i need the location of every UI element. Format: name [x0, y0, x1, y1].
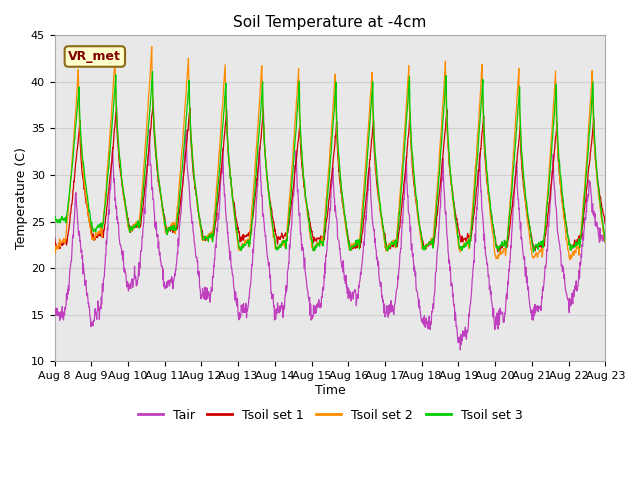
- Title: Soil Temperature at -4cm: Soil Temperature at -4cm: [233, 15, 427, 30]
- Y-axis label: Temperature (C): Temperature (C): [15, 147, 28, 249]
- Legend: Tair, Tsoil set 1, Tsoil set 2, Tsoil set 3: Tair, Tsoil set 1, Tsoil set 2, Tsoil se…: [132, 404, 527, 427]
- Text: VR_met: VR_met: [68, 50, 121, 63]
- X-axis label: Time: Time: [315, 384, 346, 396]
